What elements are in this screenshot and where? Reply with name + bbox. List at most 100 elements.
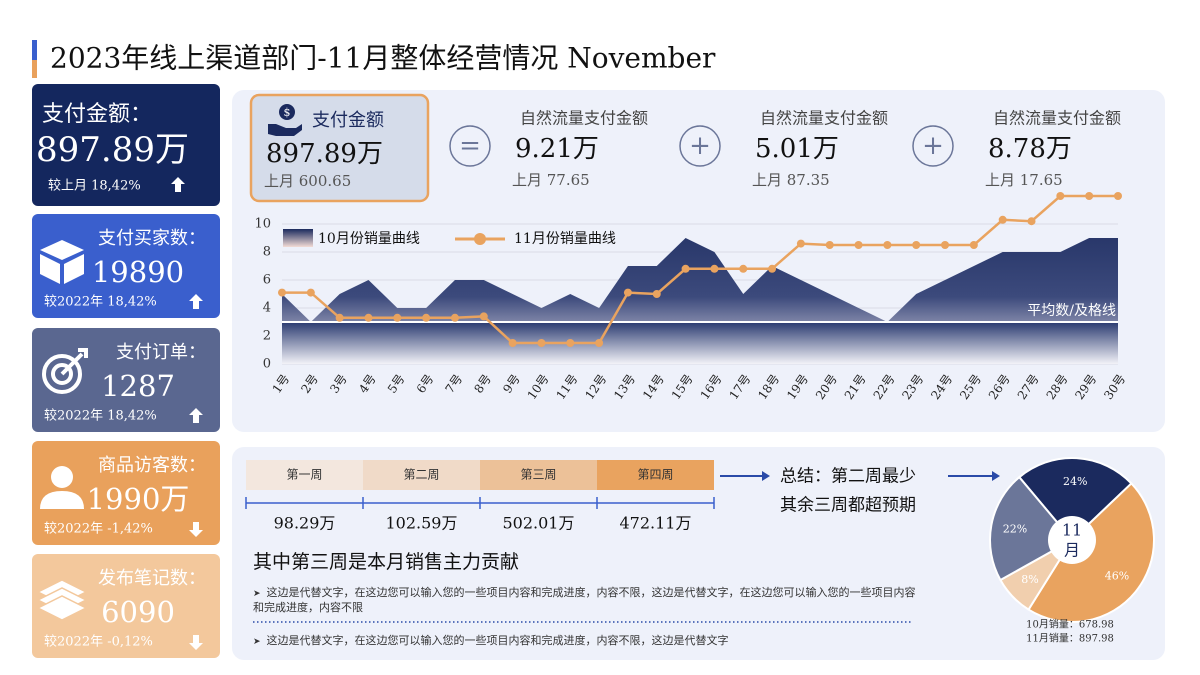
pie-label: 46% — [1105, 570, 1129, 583]
week-value: 102.59万 — [386, 514, 458, 533]
conclusion: 其余三周都超预期 — [780, 496, 916, 516]
point — [306, 288, 315, 297]
kpi-compare: 较2022年 -0,12% — [44, 635, 153, 650]
week-block — [480, 460, 597, 490]
page-title: 2023年线上渠道部门-11月整体经营情况 November — [50, 42, 716, 75]
kpi-label: 支付买家数： — [98, 228, 206, 249]
person-icon — [40, 491, 84, 509]
trend-down-icon — [189, 635, 203, 650]
point — [566, 339, 575, 347]
point — [393, 313, 402, 322]
target-icon — [42, 354, 82, 394]
week-name: 第四周 — [637, 468, 673, 482]
point — [364, 313, 373, 322]
operator: + — [922, 131, 944, 161]
point — [825, 241, 834, 249]
money-icon: $ — [268, 104, 302, 136]
point — [479, 312, 488, 321]
pie-center-label: 11 — [1062, 521, 1082, 540]
title-accent — [32, 40, 37, 60]
y-tick-label: 2 — [263, 329, 271, 344]
bullet-item: ➤ 这边是代替文字，在这边您可以输入您的一些项目内容和完成进度，内容不限，这边是代… — [253, 586, 918, 615]
kpi-value: 1287 — [101, 369, 175, 403]
point — [1027, 217, 1036, 226]
week-name: 第一周 — [286, 468, 322, 482]
kpi-label: 发布笔记数： — [98, 568, 206, 589]
conclusion: 总结：第二周最少 — [780, 467, 916, 487]
kpi-icon — [42, 348, 88, 394]
part-value: 5.01万 — [755, 134, 839, 164]
bullet-text: 这边是代替文字，在这边您可以输入您的一些项目内容和完成进度，内容不限，这边是代替… — [266, 634, 729, 647]
week-value: 472.11万 — [620, 514, 692, 533]
part-previous: 上月 87.35 — [752, 171, 830, 189]
point — [998, 215, 1007, 224]
bullet-text: 这边是代替文字，在这边您可以输入您的一些项目内容和完成进度，内容不限，这边是代替… — [253, 586, 916, 614]
bullet-marker: ➤ — [253, 589, 261, 599]
point — [796, 239, 805, 248]
point — [1114, 192, 1122, 200]
week-block — [597, 460, 714, 490]
target-icon — [60, 348, 88, 376]
line — [282, 194, 1118, 345]
point — [710, 264, 719, 273]
point — [883, 241, 892, 249]
title-accent — [32, 60, 37, 78]
operator: = — [459, 131, 481, 161]
pie-note: 11月销量：897.98 — [1026, 632, 1114, 645]
trend-up-icon — [189, 294, 203, 309]
kpi-compare: 较2022年 18,42% — [44, 409, 157, 424]
pie-label: 24% — [1063, 475, 1087, 488]
point — [508, 339, 517, 347]
pie-hole — [1048, 516, 1096, 564]
layers-icon — [36, 595, 88, 621]
point — [335, 313, 344, 322]
part-label: 自然流量支付金额 — [520, 109, 648, 128]
kpi-card — [32, 84, 220, 206]
part-label: 自然流量支付金额 — [993, 109, 1121, 128]
reference-label: 平均数/及格线 — [1027, 303, 1116, 319]
operator-circle — [912, 125, 954, 167]
pie-slice — [1017, 457, 1133, 542]
week-name: 第二周 — [403, 468, 439, 482]
kpi-card — [32, 441, 220, 545]
kpi-label: 支付金额： — [42, 102, 152, 127]
point — [768, 264, 777, 273]
svg-text:$: $ — [284, 106, 291, 119]
kpi-value: 19890 — [92, 255, 184, 289]
kpi-compare: 较上月 18,42% — [48, 179, 141, 194]
total-value: 897.89万 — [266, 139, 383, 169]
part-previous: 上月 77.65 — [512, 171, 590, 189]
kpi-compare: 较2022年 18,42% — [44, 295, 157, 310]
part-value: 8.78万 — [988, 134, 1072, 164]
total-previous: 上月 600.65 — [264, 172, 351, 190]
week-name: 第三周 — [520, 468, 556, 482]
bullet-marker: ➤ — [253, 637, 261, 647]
legend-label: 11月份销量曲线 — [514, 231, 616, 247]
bullet-item: ➤ 这边是代替文字，在这边您可以输入您的一些项目内容和完成进度，内容不限，这边是代… — [253, 634, 918, 649]
bottom-panel — [232, 447, 1165, 660]
reference-band — [282, 322, 1118, 364]
week-block — [246, 460, 363, 490]
y-tick-label: 6 — [263, 273, 271, 288]
point — [595, 339, 604, 347]
legend-label: 10月份销量曲线 — [318, 231, 420, 247]
point — [681, 264, 690, 273]
point — [537, 339, 546, 347]
kpi-icon — [36, 579, 88, 621]
point — [854, 241, 863, 249]
part-previous: 上月 17.65 — [985, 171, 1063, 189]
trend-up-icon — [189, 408, 203, 423]
trend-up-icon — [171, 177, 185, 192]
y-tick-label: 4 — [263, 301, 271, 316]
point — [941, 241, 950, 249]
point — [1056, 192, 1065, 200]
point — [450, 313, 459, 322]
point — [623, 288, 632, 297]
week-block — [363, 460, 480, 490]
y-tick-label: 10 — [254, 217, 271, 232]
part-label: 自然流量支付金额 — [760, 109, 888, 128]
operator: + — [689, 131, 711, 161]
kpi-label: 支付订单： — [116, 342, 206, 363]
kpi-card — [32, 554, 220, 658]
